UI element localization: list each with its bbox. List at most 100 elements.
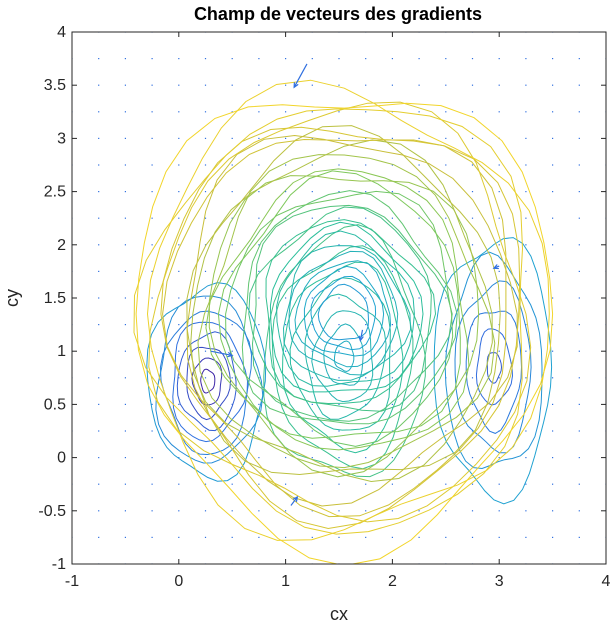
quiver-dot [311, 403, 313, 405]
quiver-dot [338, 244, 340, 246]
contour-line [251, 204, 453, 422]
quiver-dot [498, 164, 500, 166]
quiver-dot [498, 510, 500, 512]
quiver-dot [365, 324, 367, 326]
quiver-dot [258, 536, 260, 538]
quiver-dot [391, 217, 393, 219]
quiver-dot [98, 137, 100, 139]
quiver-dot [552, 430, 554, 432]
quiver-dot [552, 403, 554, 405]
quiver-dot [258, 244, 260, 246]
quiver-dot [124, 217, 126, 219]
quiver-dot [204, 84, 207, 86]
quiver-dot [471, 217, 474, 219]
quiver-dot [204, 270, 207, 272]
quiver-dot [231, 483, 233, 485]
quiver-dot [124, 350, 126, 352]
quiver-dot [151, 217, 153, 219]
quiver-dot [391, 483, 393, 485]
quiver-dot [338, 217, 340, 219]
quiver-dot [418, 244, 420, 246]
contour-line [148, 101, 532, 523]
quiver-dot [178, 217, 180, 219]
quiver-dot [178, 350, 180, 352]
quiver-dot [418, 270, 420, 272]
gradient-arrow [210, 350, 233, 357]
quiver-dot [151, 164, 153, 166]
quiver-dot [525, 457, 527, 459]
contour-line [333, 340, 355, 373]
quiver-dot [365, 111, 367, 113]
quiver-dot [338, 403, 340, 405]
quiver-dot [445, 217, 447, 219]
quiver-dot [285, 244, 287, 246]
quiver-dot [471, 510, 474, 512]
quiver-dot [151, 191, 153, 193]
quiver-dot [338, 430, 340, 432]
quiver-dot [258, 457, 260, 459]
quiver-dot [445, 270, 447, 272]
quiver-dot [285, 350, 287, 352]
quiver-dot [391, 164, 393, 166]
quiver-dot [178, 457, 180, 459]
quiver-dot [391, 244, 393, 246]
contour-line [269, 221, 424, 393]
quiver-dot [365, 536, 367, 538]
quiver-dot [498, 111, 500, 113]
quiver-dot [338, 164, 340, 166]
quiver-dot [365, 244, 367, 246]
y-tick-label: 0 [57, 450, 66, 467]
quiver-dot [498, 84, 500, 86]
quiver-dot [525, 84, 527, 86]
quiver-dot [258, 297, 260, 299]
quiver-dot [338, 377, 340, 379]
gradient-arrow [290, 496, 298, 506]
quiver-dot [178, 244, 180, 246]
quiver-dot [124, 297, 126, 299]
quiver-dot [98, 191, 100, 193]
quiver-dot [552, 191, 554, 193]
quiver-dot [124, 191, 126, 193]
quiver-dot [124, 84, 126, 86]
contour-line [133, 108, 524, 535]
quiver-dot [231, 164, 233, 166]
quiver-dot [365, 217, 367, 219]
contour-line [155, 295, 264, 464]
quiver-dot [231, 111, 233, 113]
quiver-dot [98, 510, 100, 512]
quiver-dot [204, 350, 207, 352]
quiver-dot [445, 164, 447, 166]
y-tick-label: 2.5 [44, 184, 66, 201]
quiver-dot [418, 191, 420, 193]
quiver-dot [471, 111, 474, 113]
quiver-dot [471, 137, 474, 139]
quiver-dot [311, 217, 313, 219]
quiver-dot [552, 350, 554, 352]
quiver-dot [365, 483, 367, 485]
quiver-dot [525, 430, 527, 432]
quiver-dot [231, 84, 233, 86]
quiver-dot [311, 377, 313, 379]
quiver-dot [418, 536, 420, 538]
quiver-dot [498, 536, 500, 538]
quiver-dot [231, 297, 233, 299]
quiver-dot [418, 510, 420, 512]
quiver-dot [365, 350, 367, 352]
gradient-arrow-head [227, 351, 234, 358]
quiver-dot [391, 270, 393, 272]
quiver-dot [204, 377, 207, 379]
quiver-dot [231, 324, 233, 326]
quiver-dot [525, 111, 527, 113]
quiver-dot [151, 84, 153, 86]
quiver-dot [98, 270, 100, 272]
quiver-dot [285, 403, 287, 405]
quiver-dot [578, 350, 580, 352]
quiver-dot [445, 84, 447, 86]
y-tick-label: 1.5 [44, 290, 66, 307]
quiver-dot [391, 324, 393, 326]
quiver-dot [578, 111, 580, 113]
y-tick-label: 0.5 [44, 396, 66, 413]
contour-line [159, 310, 253, 456]
quiver-dot [471, 403, 474, 405]
